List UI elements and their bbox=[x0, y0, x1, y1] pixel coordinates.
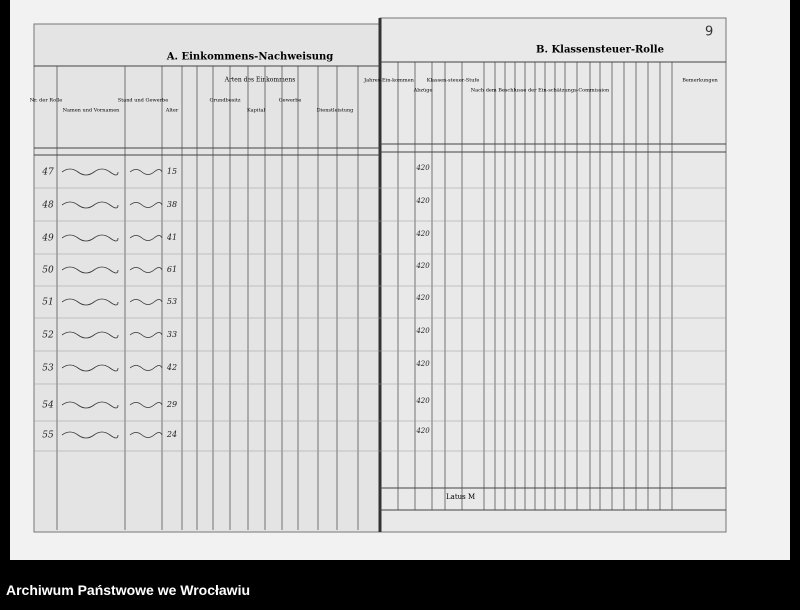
left-subtitle: Arten des Einkommens bbox=[224, 77, 296, 84]
handwriting bbox=[61, 298, 163, 306]
column-header: Nr. der Rolle bbox=[30, 98, 63, 104]
column-header: Alter bbox=[165, 108, 179, 114]
amount: 420 bbox=[415, 197, 430, 205]
amount: 420 bbox=[415, 294, 430, 302]
page-number: 9 bbox=[705, 25, 713, 40]
column-header: Dienstleistung bbox=[317, 108, 355, 114]
row-number: 53 bbox=[42, 364, 54, 374]
handwriting bbox=[61, 331, 163, 339]
amount: 420 bbox=[415, 327, 430, 335]
age: 41 bbox=[166, 233, 177, 242]
row-number: 54 bbox=[42, 401, 54, 411]
handwriting bbox=[61, 364, 163, 372]
handwriting bbox=[61, 401, 163, 409]
amount: 420 bbox=[415, 164, 430, 172]
column-header: Stand und Gewerbe bbox=[118, 98, 168, 104]
column-header: Kapital bbox=[247, 108, 266, 114]
left-page bbox=[33, 23, 381, 533]
age: 24 bbox=[166, 430, 177, 439]
age: 15 bbox=[167, 167, 177, 176]
handwriting bbox=[61, 431, 163, 439]
row-number: 49 bbox=[41, 234, 54, 244]
amount: 420 bbox=[415, 397, 430, 405]
row-number: 50 bbox=[42, 266, 54, 276]
scan: A. Einkommens-Nachweisung Arten des Eink… bbox=[10, 0, 790, 560]
archive-label: Archiwum Państwowe we Wrocławiu bbox=[6, 582, 251, 598]
handwriting bbox=[61, 201, 163, 209]
age: 42 bbox=[166, 363, 177, 372]
column-header: Namen und Vornamen bbox=[63, 108, 121, 114]
handwriting bbox=[61, 266, 163, 274]
left-title: A. Einkommens-Nachweisung bbox=[166, 52, 334, 63]
age: 53 bbox=[167, 297, 177, 306]
column-header: Klassen-steuer-Stufe bbox=[427, 78, 480, 84]
age: 33 bbox=[167, 330, 177, 339]
age: 29 bbox=[166, 400, 177, 409]
row-number: 48 bbox=[41, 201, 54, 211]
right-title: B. Klassensteuer-Rolle bbox=[536, 45, 664, 56]
age: 38 bbox=[167, 200, 177, 209]
row-number: 47 bbox=[41, 168, 54, 178]
right-page bbox=[379, 17, 727, 533]
column-header: Grundbesitz bbox=[210, 98, 241, 104]
column-header: Bemerkungen bbox=[682, 78, 718, 84]
column-header: Gewerbe bbox=[279, 98, 302, 104]
column-header: Abzüge bbox=[413, 88, 433, 94]
row-number: 51 bbox=[42, 298, 53, 308]
amount: 420 bbox=[415, 360, 430, 368]
amount: 420 bbox=[415, 230, 430, 238]
amount: 420 bbox=[415, 427, 430, 435]
column-header: Nach dem Beschlusse der Ein-schätzungs-C… bbox=[471, 88, 610, 94]
row-number: 55 bbox=[42, 431, 54, 441]
age: 61 bbox=[167, 265, 177, 274]
handwriting bbox=[61, 168, 163, 176]
row-number: 52 bbox=[42, 331, 54, 341]
handwriting bbox=[61, 234, 163, 242]
amount: 420 bbox=[415, 262, 430, 270]
column-header: Jahres-Ein-kommen bbox=[363, 78, 414, 84]
latus: Latus M bbox=[446, 493, 475, 501]
